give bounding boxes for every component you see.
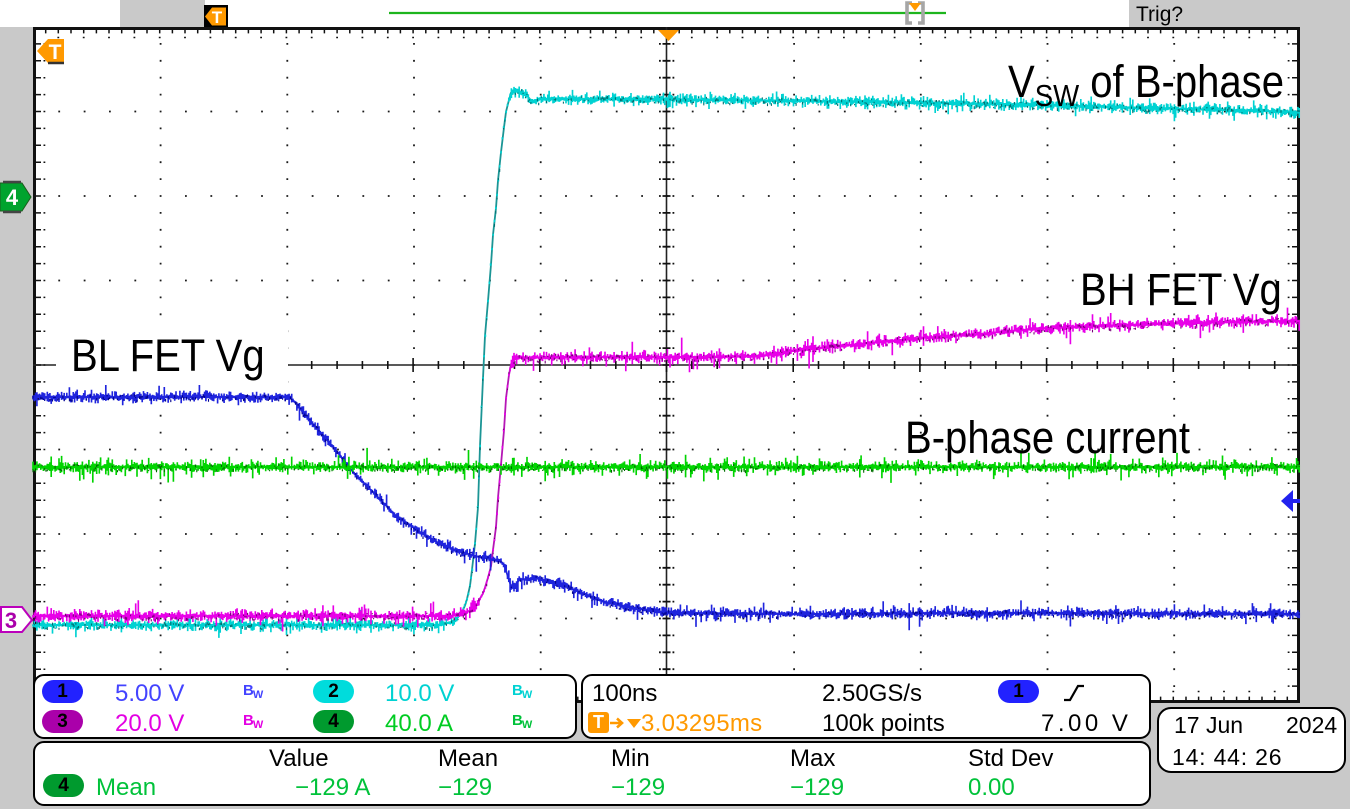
svg-text:T: T	[212, 8, 223, 27]
svg-text:4: 4	[6, 185, 19, 210]
svg-text:3: 3	[5, 608, 17, 633]
svg-text:T: T	[49, 41, 62, 64]
